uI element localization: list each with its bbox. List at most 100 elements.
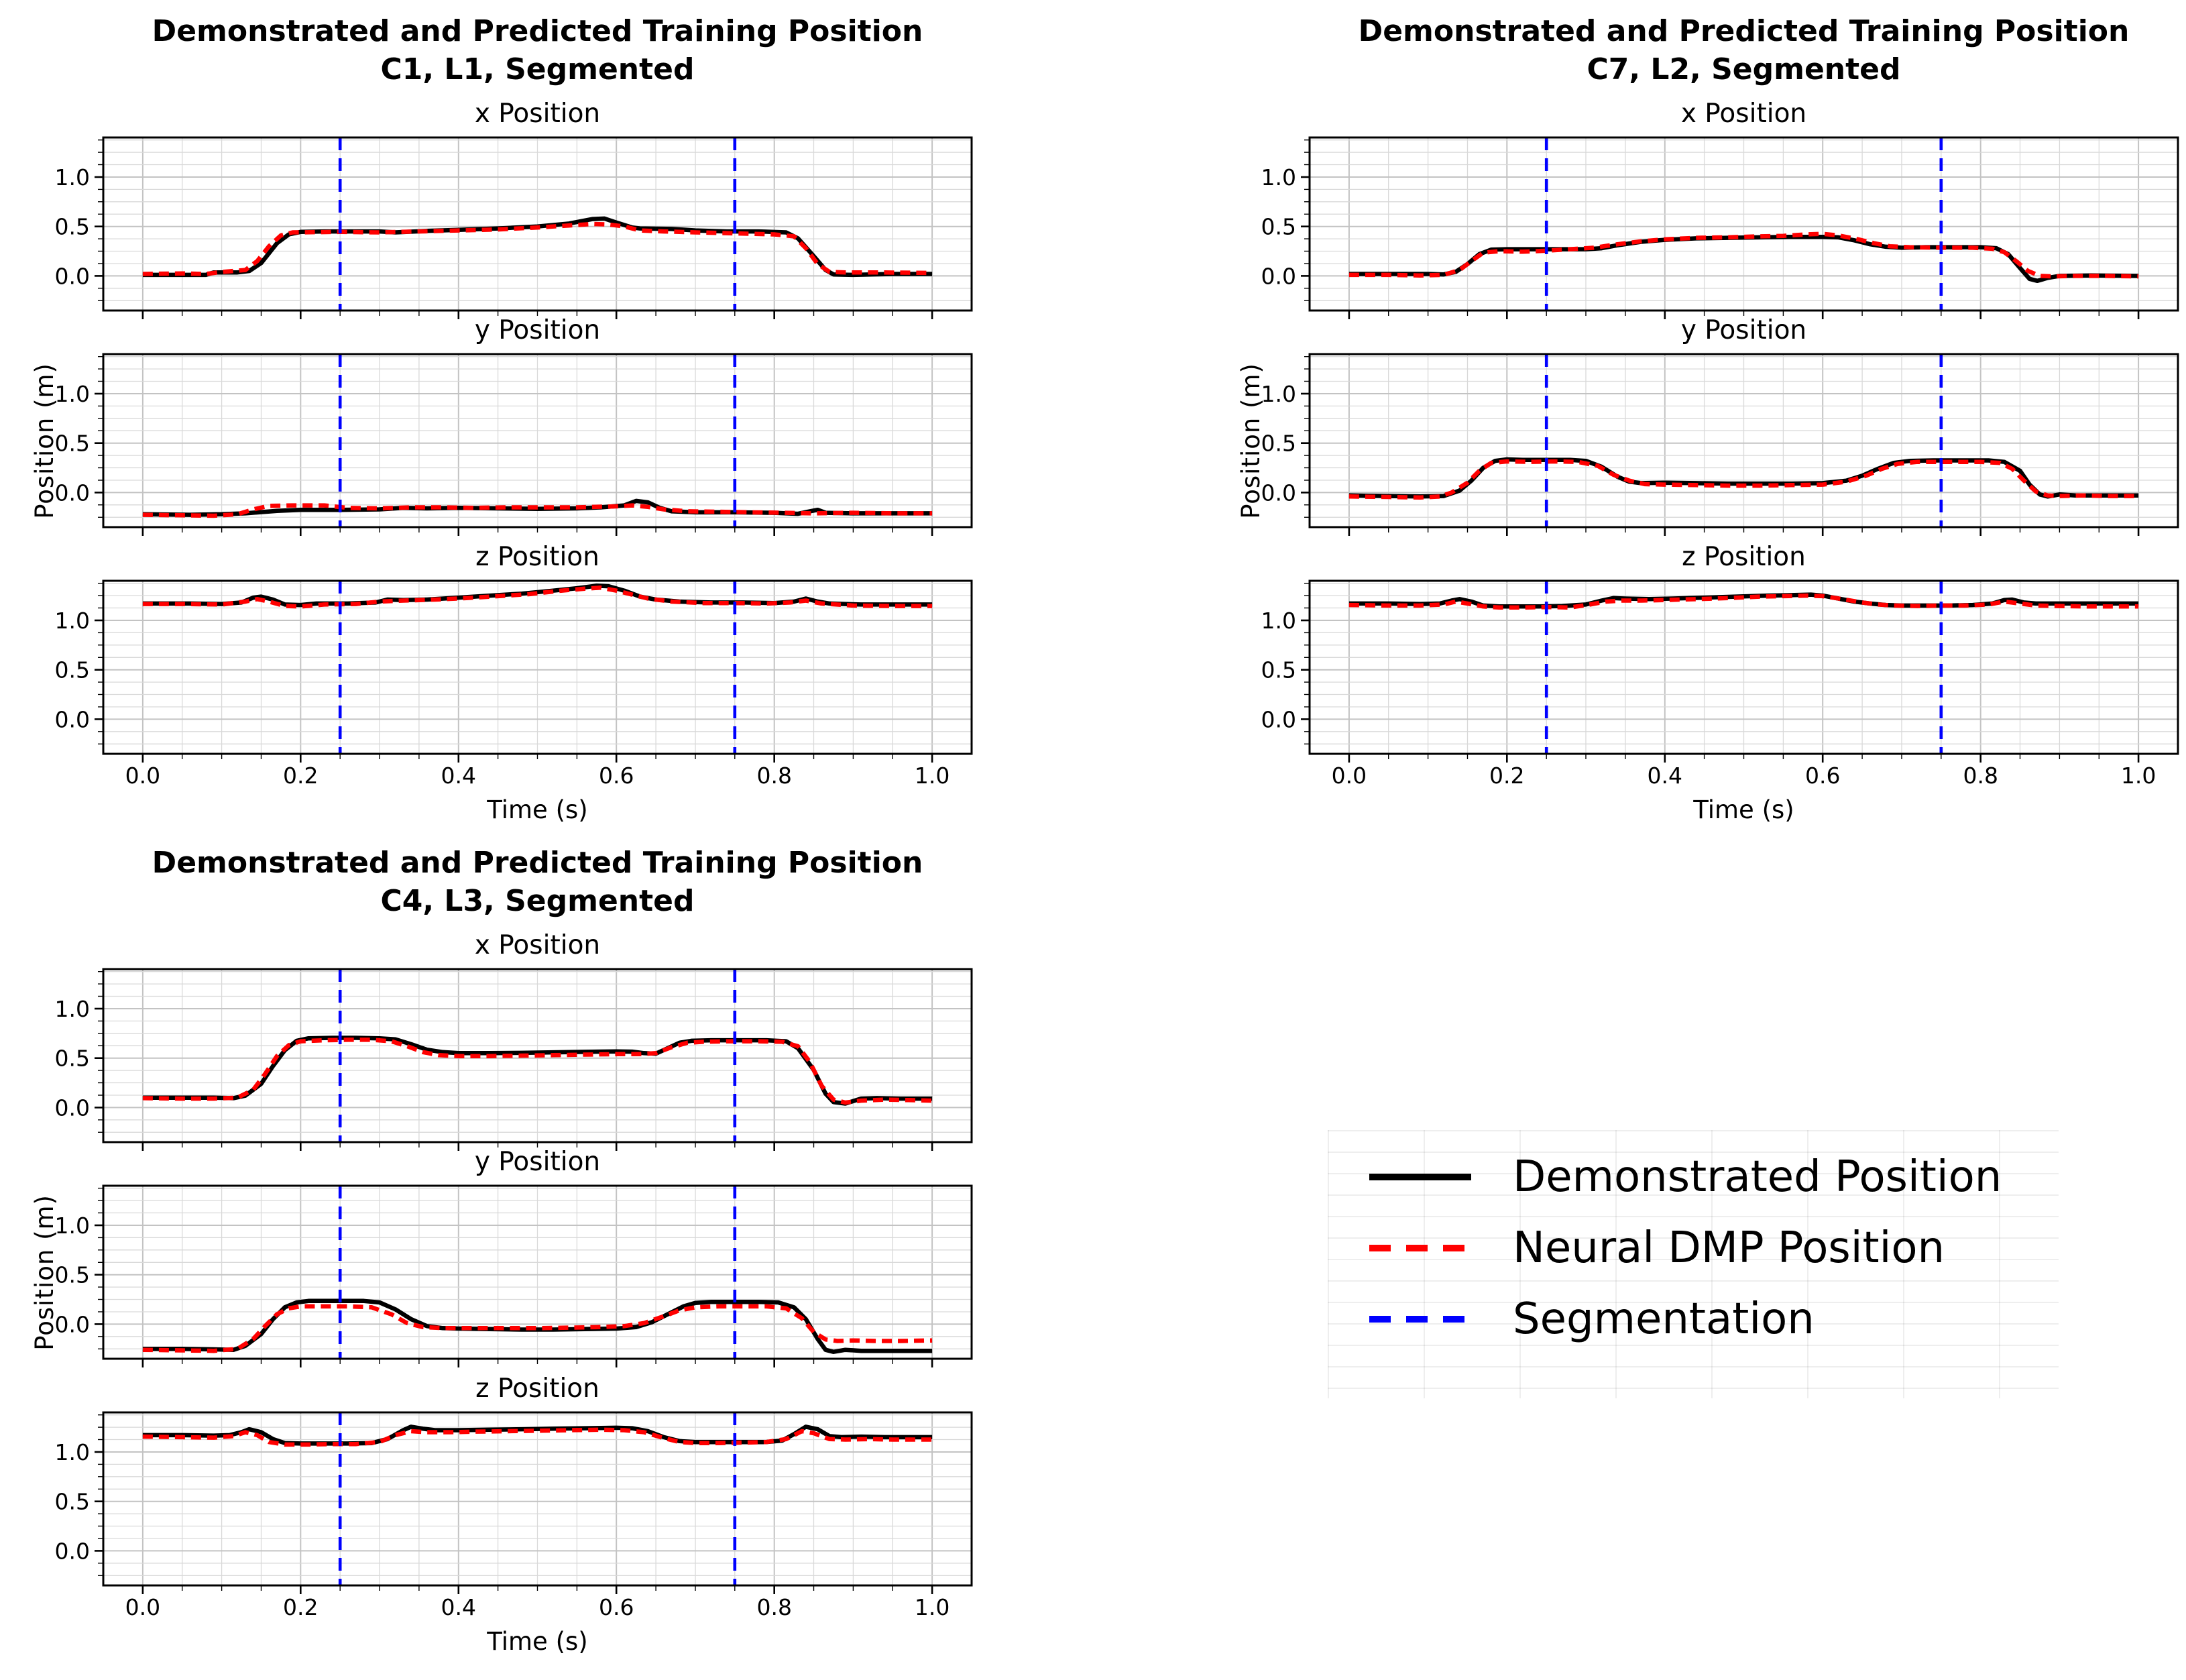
- grid-lines: [1310, 354, 2178, 527]
- y-tick-label: 1.0: [55, 164, 90, 190]
- neural-dmp-line: [142, 1427, 933, 1447]
- y-tick-label: 0.0: [1261, 706, 1296, 732]
- neural-dmp-line-swatch: [1369, 1245, 1471, 1251]
- subplot-title-y-position: y Position: [474, 1147, 601, 1177]
- x-tick-label: 0.8: [756, 1594, 791, 1620]
- subplot-axes-y-position: 1.0 0.5 0.0: [55, 353, 973, 536]
- x-tick-label: 1.0: [915, 763, 950, 789]
- y-tick-label: 1.0: [55, 996, 90, 1022]
- subplot-title-x-position: x Position: [474, 930, 601, 960]
- x-tick-label: 0.4: [441, 1594, 476, 1620]
- y-tick-label: 0.0: [55, 706, 90, 732]
- subplot-axes-y-position: 1.0 0.5 0.0: [1261, 353, 2179, 536]
- figure-title: Demonstrated and Predicted Training Posi…: [103, 844, 972, 920]
- y-axis-label: Position (m): [30, 1194, 59, 1351]
- y-tick-label: 0.5: [1261, 431, 1296, 457]
- subplot-title-z-position: z Position: [475, 1374, 599, 1404]
- neural-dmp-line: [1348, 459, 2139, 500]
- grid-lines: [103, 137, 972, 311]
- figure-title: Demonstrated and Predicted Training Posi…: [103, 12, 972, 89]
- y-tick-label: 0.0: [1261, 480, 1296, 506]
- figure-title-line1: Demonstrated and Predicted Training Posi…: [152, 846, 923, 880]
- subplot-axes-x-position: 1.0 0.5 0.0: [1261, 136, 2179, 319]
- x-tick-label: 0.0: [125, 1594, 160, 1620]
- subplot-title-z-position: z Position: [475, 542, 599, 572]
- subplot-axes-z-position: 1.0 0.5 0.0 0.0 0.2 0.4 0.6 0.8 1.0: [55, 579, 973, 789]
- subplot-axes-x-position: 1.0 0.5 0.0: [55, 968, 973, 1151]
- x-tick-label: 0.0: [125, 763, 160, 789]
- y-axis-label: Position (m): [1236, 362, 1265, 519]
- legend-label: Neural DMP Position: [1513, 1223, 1945, 1273]
- legend-item-demonstrated: Demonstrated Position: [1367, 1141, 2002, 1213]
- legend-label: Segmentation: [1513, 1294, 1815, 1344]
- y-tick-label: 0.5: [55, 214, 90, 240]
- tick-marks: [1301, 583, 2140, 763]
- tick-marks: [95, 1188, 933, 1367]
- y-tick-label: 0.0: [55, 480, 90, 506]
- tick-marks: [1301, 356, 2140, 536]
- y-tick-label: 0.0: [55, 1095, 90, 1121]
- y-tick-label: 0.0: [1261, 263, 1296, 289]
- legend-label: Demonstrated Position: [1513, 1152, 2002, 1202]
- subplot-axes-y-position: 1.0 0.5 0.0: [55, 1184, 973, 1367]
- tick-marks: [1301, 139, 2140, 319]
- x-tick-label: 0.2: [283, 763, 318, 789]
- x-tick-label: 0.0: [1332, 763, 1367, 789]
- x-tick-label: 1.0: [2121, 763, 2156, 789]
- y-axis-label: Position (m): [30, 362, 59, 519]
- tick-marks: [95, 139, 933, 319]
- subplot-axes-x-position: 1.0 0.5 0.0: [55, 136, 973, 319]
- subplot-title-y-position: y Position: [474, 315, 601, 345]
- figure-title-line1: Demonstrated and Predicted Training Posi…: [1358, 14, 2130, 48]
- x-tick-label: 0.6: [599, 763, 634, 789]
- x-tick-label: 0.8: [1963, 763, 1998, 789]
- grid-lines: [1310, 137, 2178, 311]
- y-tick-label: 0.5: [55, 431, 90, 457]
- subplot-axes-z-position: 1.0 0.5 0.0 0.0 0.2 0.4 0.6 0.8 1.0: [55, 1411, 973, 1620]
- x-tick-label: 0.8: [756, 763, 791, 789]
- subplot-axes-z-position: 1.0 0.5 0.0 0.0 0.2 0.4 0.6 0.8 1.0: [1261, 579, 2179, 789]
- neural-dmp-line: [1348, 593, 2139, 610]
- x-tick-label: 0.2: [283, 1594, 318, 1620]
- neural-dmp-line: [142, 221, 933, 276]
- figure-c4-l3: Demonstrated and Predicted Training Posi…: [0, 832, 1093, 1680]
- figure-title-line2: C1, L1, Segmented: [380, 52, 695, 87]
- neural-dmp-line: [142, 585, 933, 609]
- legend-item-segmentation: Segmentation: [1367, 1284, 2002, 1355]
- y-tick-label: 1.0: [55, 1213, 90, 1239]
- figure-c1-l1: Demonstrated and Predicted Training Posi…: [0, 0, 1093, 848]
- y-tick-label: 1.0: [55, 381, 90, 407]
- x-tick-label: 0.6: [599, 1594, 634, 1620]
- demonstrated-line: [142, 1298, 933, 1354]
- subplot-title-z-position: z Position: [1682, 542, 1806, 572]
- tick-marks: [95, 356, 933, 536]
- x-tick-label: 0.6: [1805, 763, 1840, 789]
- y-tick-label: 0.5: [55, 1262, 90, 1288]
- y-tick-label: 0.5: [55, 1046, 90, 1072]
- demonstrated-line: [142, 583, 933, 608]
- tick-marks: [95, 971, 933, 1151]
- y-tick-label: 0.5: [55, 1489, 90, 1515]
- y-tick-label: 0.5: [1261, 657, 1296, 683]
- x-axis-label: Time (s): [487, 1627, 588, 1656]
- x-tick-label: 1.0: [915, 1594, 950, 1620]
- x-tick-label: 0.4: [1648, 763, 1682, 789]
- y-tick-label: 1.0: [1261, 608, 1296, 634]
- neural-dmp-line: [142, 1038, 933, 1105]
- legend: Demonstrated Position Neural DMP Positio…: [1367, 1141, 2002, 1355]
- grid-lines: [103, 354, 972, 527]
- y-tick-label: 1.0: [1261, 164, 1296, 190]
- grid-lines: [1310, 581, 2178, 754]
- y-tick-label: 0.0: [55, 1538, 90, 1564]
- demonstrated-line: [142, 1424, 933, 1446]
- neural-dmp-line: [1348, 231, 2139, 279]
- figure-title-line2: C7, L2, Segmented: [1587, 52, 1901, 87]
- x-tick-label: 0.4: [441, 763, 476, 789]
- grid-lines: [103, 581, 972, 754]
- x-axis-label: Time (s): [487, 795, 588, 824]
- y-tick-label: 0.0: [55, 1311, 90, 1337]
- segmentation-line-swatch: [1369, 1316, 1471, 1323]
- figure-c7-l2: Demonstrated and Predicted Training Posi…: [1093, 0, 2186, 848]
- figure-title-line1: Demonstrated and Predicted Training Posi…: [152, 14, 923, 48]
- tick-marks: [95, 1414, 933, 1594]
